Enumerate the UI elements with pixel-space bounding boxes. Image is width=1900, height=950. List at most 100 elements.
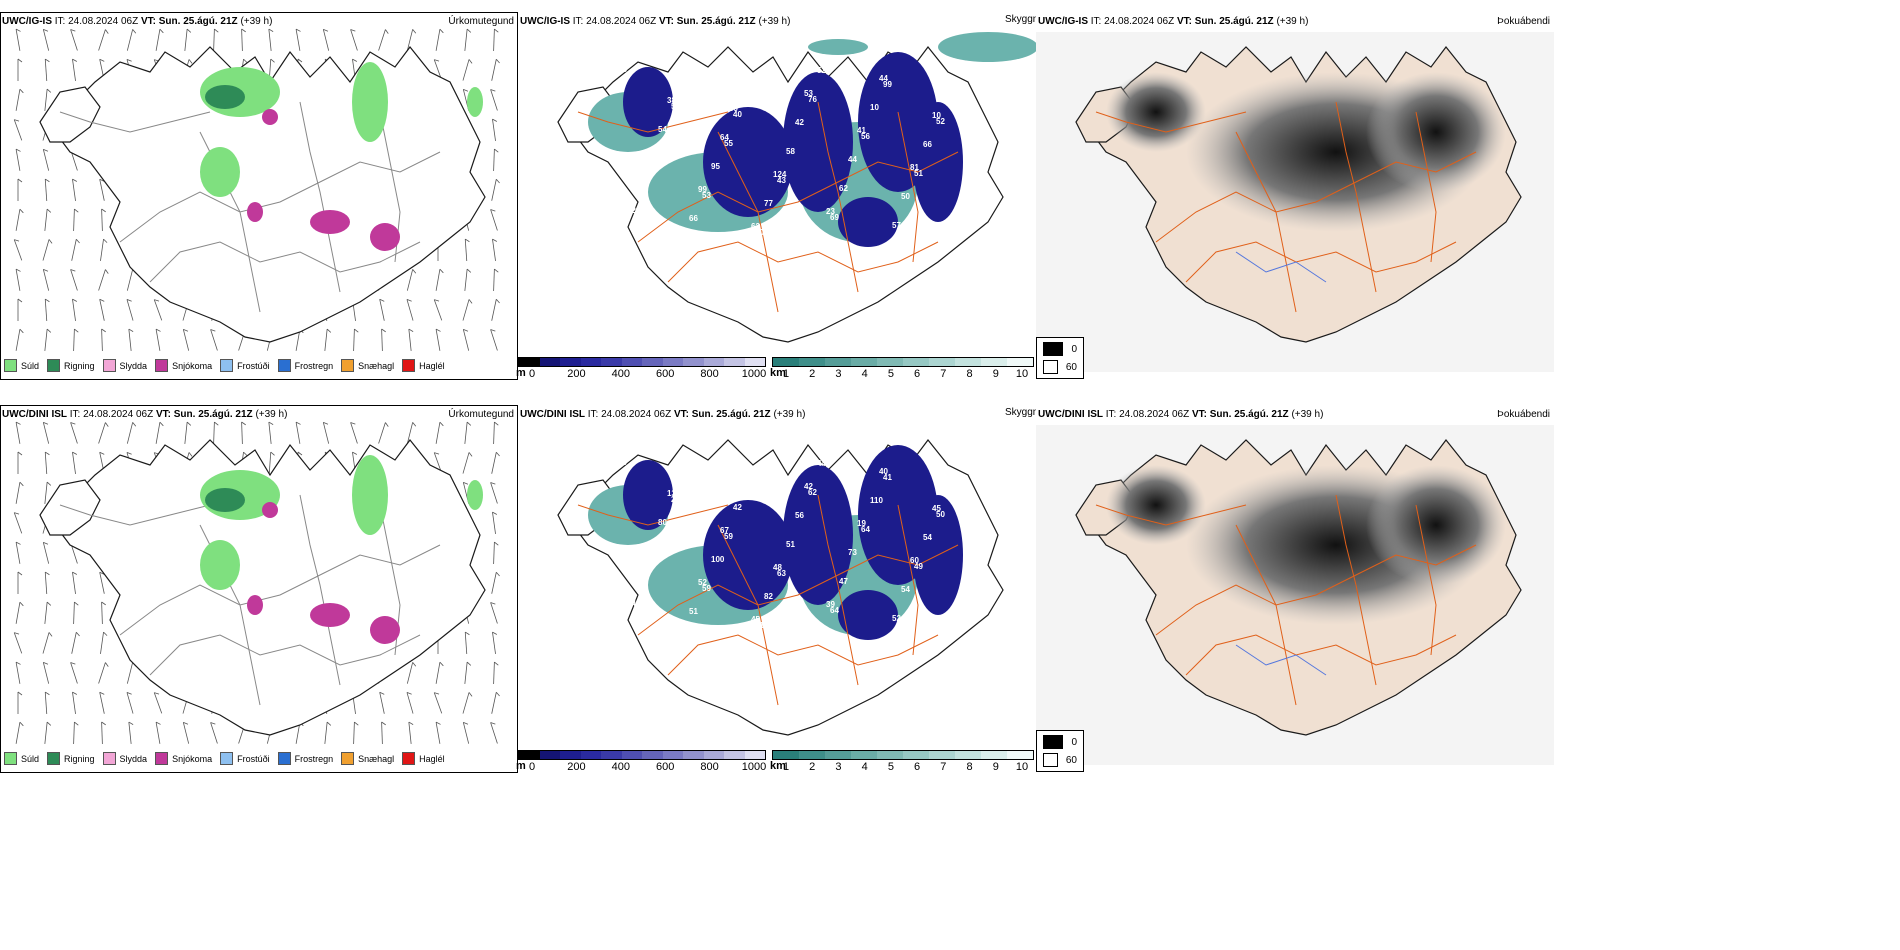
legend-item: Frostúði [220, 752, 270, 765]
cloudbase-label: 10 [870, 103, 879, 112]
precip-area [262, 502, 278, 518]
colorbar-segment [539, 358, 560, 366]
wind-barb [128, 721, 134, 744]
legend-label: Slydda [119, 753, 148, 764]
panel-name-cloud: Skyggni [1005, 407, 1041, 418]
cloudbase-label: 44 [649, 547, 658, 556]
road-line [1415, 111, 1437, 263]
legend-item: Haglél [402, 359, 445, 372]
cloudbase-label: 47 [839, 577, 848, 586]
fog-panel-dini: UWC/DINI ISL IT: 24.08.2024 06Z VT: Sun.… [1036, 405, 1554, 773]
precip-area [352, 455, 388, 535]
wind-barb [378, 422, 389, 444]
panel-title: UWC/DINI ISL IT: 24.08.2024 06Z VT: Sun.… [520, 409, 806, 420]
cloudbase-label: 51 [786, 540, 795, 549]
legend-item: Rigning [47, 752, 95, 765]
colorbar-segment [773, 358, 799, 366]
colorbar-tick: 400 [611, 368, 630, 380]
wind-barb [433, 692, 443, 714]
wind-barb [433, 299, 443, 321]
wind-barb [213, 28, 219, 52]
legend-item: Snæhagl [341, 359, 394, 372]
precip-area [370, 223, 400, 251]
colorbar-tick: 10 [1015, 761, 1029, 773]
colorbar-unit: km [770, 760, 786, 772]
cloudbase-label: 54 [923, 533, 932, 542]
road-line [299, 494, 341, 686]
colorbar-segment [621, 751, 642, 759]
cloudbase-area [783, 72, 853, 212]
colorbar-unit: km [770, 367, 786, 379]
colorbar-segment [903, 358, 929, 366]
road-line [897, 504, 919, 656]
precip-area [205, 488, 245, 512]
cloudbase-label: 56 [861, 132, 870, 141]
wind-barb [406, 269, 417, 291]
cloudbase-colorbar: m 0 200 400 600 800 1000 [516, 750, 766, 774]
cloudbase-label: 80 [658, 518, 667, 527]
cloudbase-area [623, 67, 673, 137]
wind-barb [406, 299, 414, 321]
road-line [149, 634, 421, 676]
precip-legend: Súld Rigning Slydda Snjókoma Frostúði Frostre… [4, 359, 445, 372]
cloudbase-label: 65 [645, 148, 654, 157]
wind-barb [42, 421, 50, 444]
colorbar-segment [560, 751, 581, 759]
wind-barb [126, 422, 137, 444]
fog-panel-ig-is: UWC/IG-IS IT: 24.08.2024 06Z VT: Sun. 25… [1036, 12, 1554, 380]
wind-barb [462, 721, 470, 744]
cloudbase-label: 60 [910, 556, 919, 565]
cloud-map: 7020596364415044594162644974604251475259… [557, 439, 1004, 736]
cloudbase-label: 69 [830, 213, 839, 222]
colorbar-tick: 400 [611, 761, 630, 773]
wind-barb [406, 692, 414, 714]
cloudbase-label: 70 [618, 458, 627, 467]
cloudbase-label: 53 [702, 191, 711, 200]
colorbar-segment [955, 358, 981, 366]
legend-label: Rigning [64, 753, 95, 764]
wind-barb [98, 29, 109, 51]
road-line [637, 151, 959, 243]
wind-barb [15, 88, 24, 111]
colorbar-segment [662, 751, 683, 759]
wind-barb [15, 208, 24, 231]
cloudbase-label: 41 [857, 126, 866, 135]
cloudbase-label: 52 [892, 614, 901, 623]
road-line [1155, 544, 1477, 636]
cloudbase-label: 40 [733, 110, 742, 119]
fog-map [1036, 32, 1554, 372]
wind-barb [184, 28, 192, 51]
wind-barb [379, 298, 385, 321]
wind-barb [406, 662, 417, 684]
legend-swatch [341, 359, 355, 372]
wind-barb [100, 631, 108, 654]
colorbar-tick: 9 [992, 368, 999, 380]
colorbar-tick: 5 [887, 368, 894, 380]
wind-barb [15, 268, 21, 291]
precip-area [247, 595, 263, 615]
cloudbase-label: 66 [689, 214, 698, 223]
legend-label: Frostregn [294, 360, 334, 371]
cloudbase-label: 50 [936, 510, 945, 519]
colorbar-swatches [772, 750, 1034, 760]
wind-barb [408, 328, 414, 351]
road-line [1095, 504, 1247, 526]
legend-label: Haglél [419, 360, 445, 371]
legend-swatch [220, 359, 234, 372]
cloudbase-label: 51 [914, 169, 923, 178]
wind-barb [462, 328, 470, 351]
colorbar-tick: 8 [966, 368, 973, 380]
cloudbase-label: 63 [777, 569, 786, 578]
fog-area [1366, 72, 1506, 192]
road-line [59, 111, 211, 133]
cloudbase-label: 62 [808, 488, 817, 497]
legend-swatch [102, 752, 116, 765]
wind-barb [126, 29, 137, 51]
cloudbase-label: 50 [901, 192, 910, 201]
colorbar-segment [601, 751, 622, 759]
cloudbase-label: 43 [777, 176, 786, 185]
legend-label: Súld [21, 360, 40, 371]
wind-barb [15, 28, 21, 51]
fog-legend-row: 60 [1043, 360, 1077, 374]
cloudbase-label: 52 [936, 117, 945, 126]
